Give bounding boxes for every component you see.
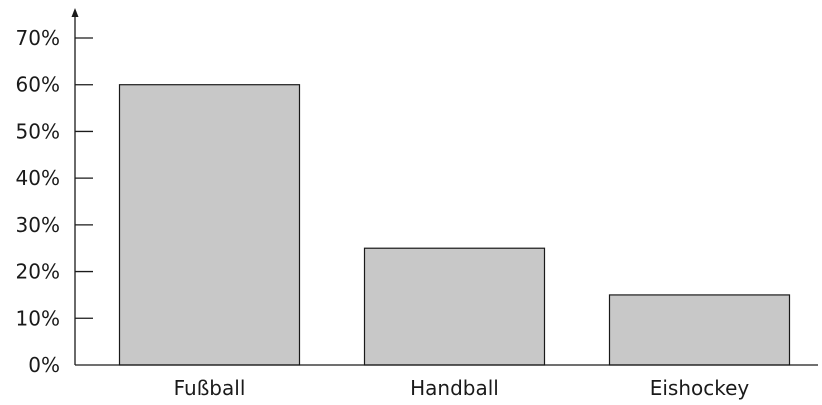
bar-handball [363,247,546,366]
x-tick-label: Handball [410,376,499,400]
x-axis-labels: Fußball Handball Eishockey [174,376,750,400]
y-tick-label: 50% [16,119,60,143]
y-tick-label: 40% [16,166,60,190]
bar-eishockey [608,294,791,366]
x-tick-label: Fußball [174,376,246,400]
bars [118,84,791,366]
y-axis-ticks: 0% 10% 20% 30% 40% 50% 60% 70% [16,26,93,377]
x-tick-label: Eishockey [650,376,750,400]
y-tick-label: 20% [16,260,60,284]
bar-fußball [118,84,301,366]
y-axis-arrow [71,8,79,17]
y-tick-label: 0% [28,353,60,377]
y-tick-label: 30% [16,213,60,237]
y-tick-label: 10% [16,306,60,330]
y-tick-label: 60% [16,73,60,97]
y-tick-label: 70% [16,26,60,50]
